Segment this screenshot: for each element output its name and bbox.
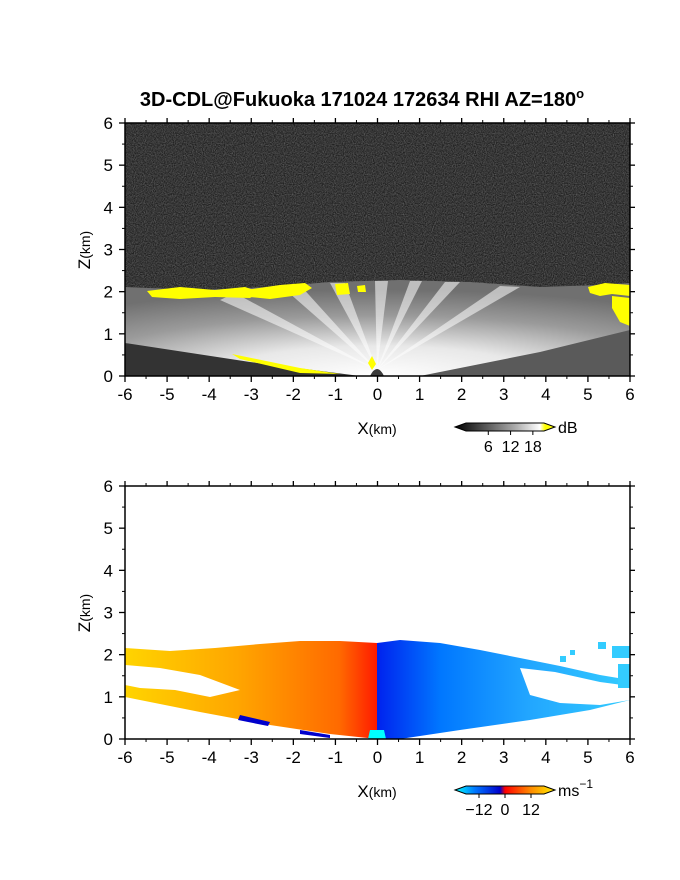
x-tick-label: -6 [117, 748, 132, 767]
velocity-colorbar-unit: ms−1 [558, 777, 593, 800]
colorbar-tick-label: 12 [502, 439, 520, 456]
y-tick-label: 0 [104, 730, 113, 749]
x-tick-label: 1 [415, 748, 424, 767]
intensity-colorbar-bar [453, 422, 557, 432]
x-tick-label: 6 [625, 748, 634, 767]
x-tick-label: -5 [160, 385, 175, 404]
colorbar-tick-label: 12 [522, 802, 540, 819]
y-tick-label: 5 [104, 519, 113, 538]
y-tick-label: 0 [104, 367, 113, 386]
intensity-low-wedge-left [125, 343, 360, 376]
velocity-colorbar: −12 0 12 ms−1 [453, 777, 593, 819]
y-tick-label: 3 [104, 604, 113, 623]
y-tick-label: 4 [104, 561, 113, 580]
y-tick-label: 3 [104, 241, 113, 260]
velocity-surface-artifacts [238, 715, 386, 739]
x-tick-label: 1 [415, 385, 424, 404]
x-tick-label: -2 [286, 748, 301, 767]
y-tick-label: 2 [104, 646, 113, 665]
intensity-axis-ticks: -6 -5 -4 -3 -2 -1 0 1 2 3 4 5 6 0 1 2 3 4 5 6 [104, 114, 635, 404]
x-tick-label: 3 [499, 748, 508, 767]
velocity-isolated-echoes [560, 642, 630, 688]
velocity-colorbar-ticks: −12 0 12 [465, 794, 540, 819]
intensity-colorbar-unit: dB [558, 420, 578, 437]
velocity-ylabel: Z(km) [75, 594, 94, 632]
x-tick-label: -6 [117, 385, 132, 404]
velocity-colorbar-bar [453, 785, 557, 795]
x-tick-label: 0 [373, 385, 382, 404]
intensity-radar-site [370, 369, 384, 376]
x-tick-label: -3 [244, 385, 259, 404]
x-tick-label: -5 [160, 748, 175, 767]
x-tick-label: 5 [583, 748, 592, 767]
velocity-receding-region [125, 641, 377, 739]
intensity-beams [220, 281, 520, 370]
x-tick-label: 4 [541, 385, 550, 404]
x-tick-label: 0 [373, 748, 382, 767]
intensity-low-wedge-right [420, 330, 630, 376]
colorbar-tick-label: −12 [465, 802, 492, 819]
intensity-xlabel: X(km) [357, 419, 396, 438]
x-tick-label: 6 [625, 385, 634, 404]
intensity-cloud-echoes [147, 283, 630, 374]
y-tick-label: 1 [104, 688, 113, 707]
colorbar-tick-label: 6 [484, 439, 493, 456]
y-tick-label: 6 [104, 114, 113, 133]
intensity-colorbar-ticks: 6 12 18 [484, 431, 542, 456]
velocity-field [125, 486, 630, 739]
x-tick-label: 2 [457, 385, 466, 404]
colorbar-tick-label: 0 [501, 802, 510, 819]
intensity-colorbar: 6 12 18 dB [453, 420, 578, 456]
x-tick-label: 2 [457, 748, 466, 767]
velocity-data-voids [125, 665, 630, 705]
velocity-axis-ticks: -6 -5 -4 -3 -2 -1 0 1 2 3 4 5 6 0 1 2 3 4 5 6 [104, 477, 635, 767]
velocity-xlabel: X(km) [357, 782, 396, 801]
x-tick-label: -2 [286, 385, 301, 404]
x-tick-label: -3 [244, 748, 259, 767]
y-tick-label: 4 [104, 198, 113, 217]
intensity-field [125, 123, 630, 376]
x-tick-label: 3 [499, 385, 508, 404]
intensity-ylabel: Z(km) [75, 231, 94, 269]
x-tick-label: -4 [202, 385, 217, 404]
colorbar-tick-label: 18 [524, 439, 542, 456]
x-tick-label: -1 [328, 385, 343, 404]
velocity-approaching-region [377, 640, 630, 739]
x-tick-label: -4 [202, 748, 217, 767]
y-tick-label: 1 [104, 325, 113, 344]
title-degree-sup: o [576, 86, 584, 101]
figure-title: 3D-CDL@Fukuoka 171024 172634 RHI AZ=180o [140, 86, 584, 111]
x-tick-label: 4 [541, 748, 550, 767]
y-tick-label: 5 [104, 156, 113, 175]
y-tick-label: 6 [104, 477, 113, 496]
x-tick-label: 5 [583, 385, 592, 404]
x-tick-label: -1 [328, 748, 343, 767]
y-tick-label: 2 [104, 283, 113, 302]
